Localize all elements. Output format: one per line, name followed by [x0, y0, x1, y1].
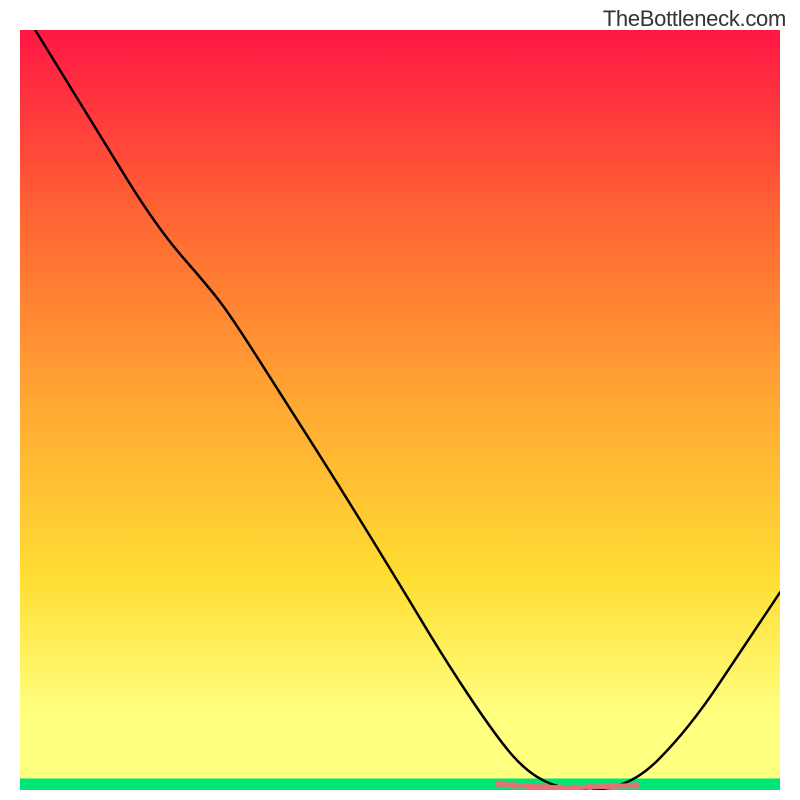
chart-container — [20, 30, 780, 790]
valley-marker-point — [609, 783, 616, 790]
valley-marker-point — [495, 780, 502, 787]
valley-marker-point — [511, 782, 518, 789]
bottleneck-chart — [20, 30, 780, 790]
valley-marker-point — [632, 782, 639, 789]
gradient-background — [20, 30, 780, 790]
watermark-text: TheBottleneck.com — [603, 6, 786, 32]
valley-marker-point — [526, 783, 533, 790]
